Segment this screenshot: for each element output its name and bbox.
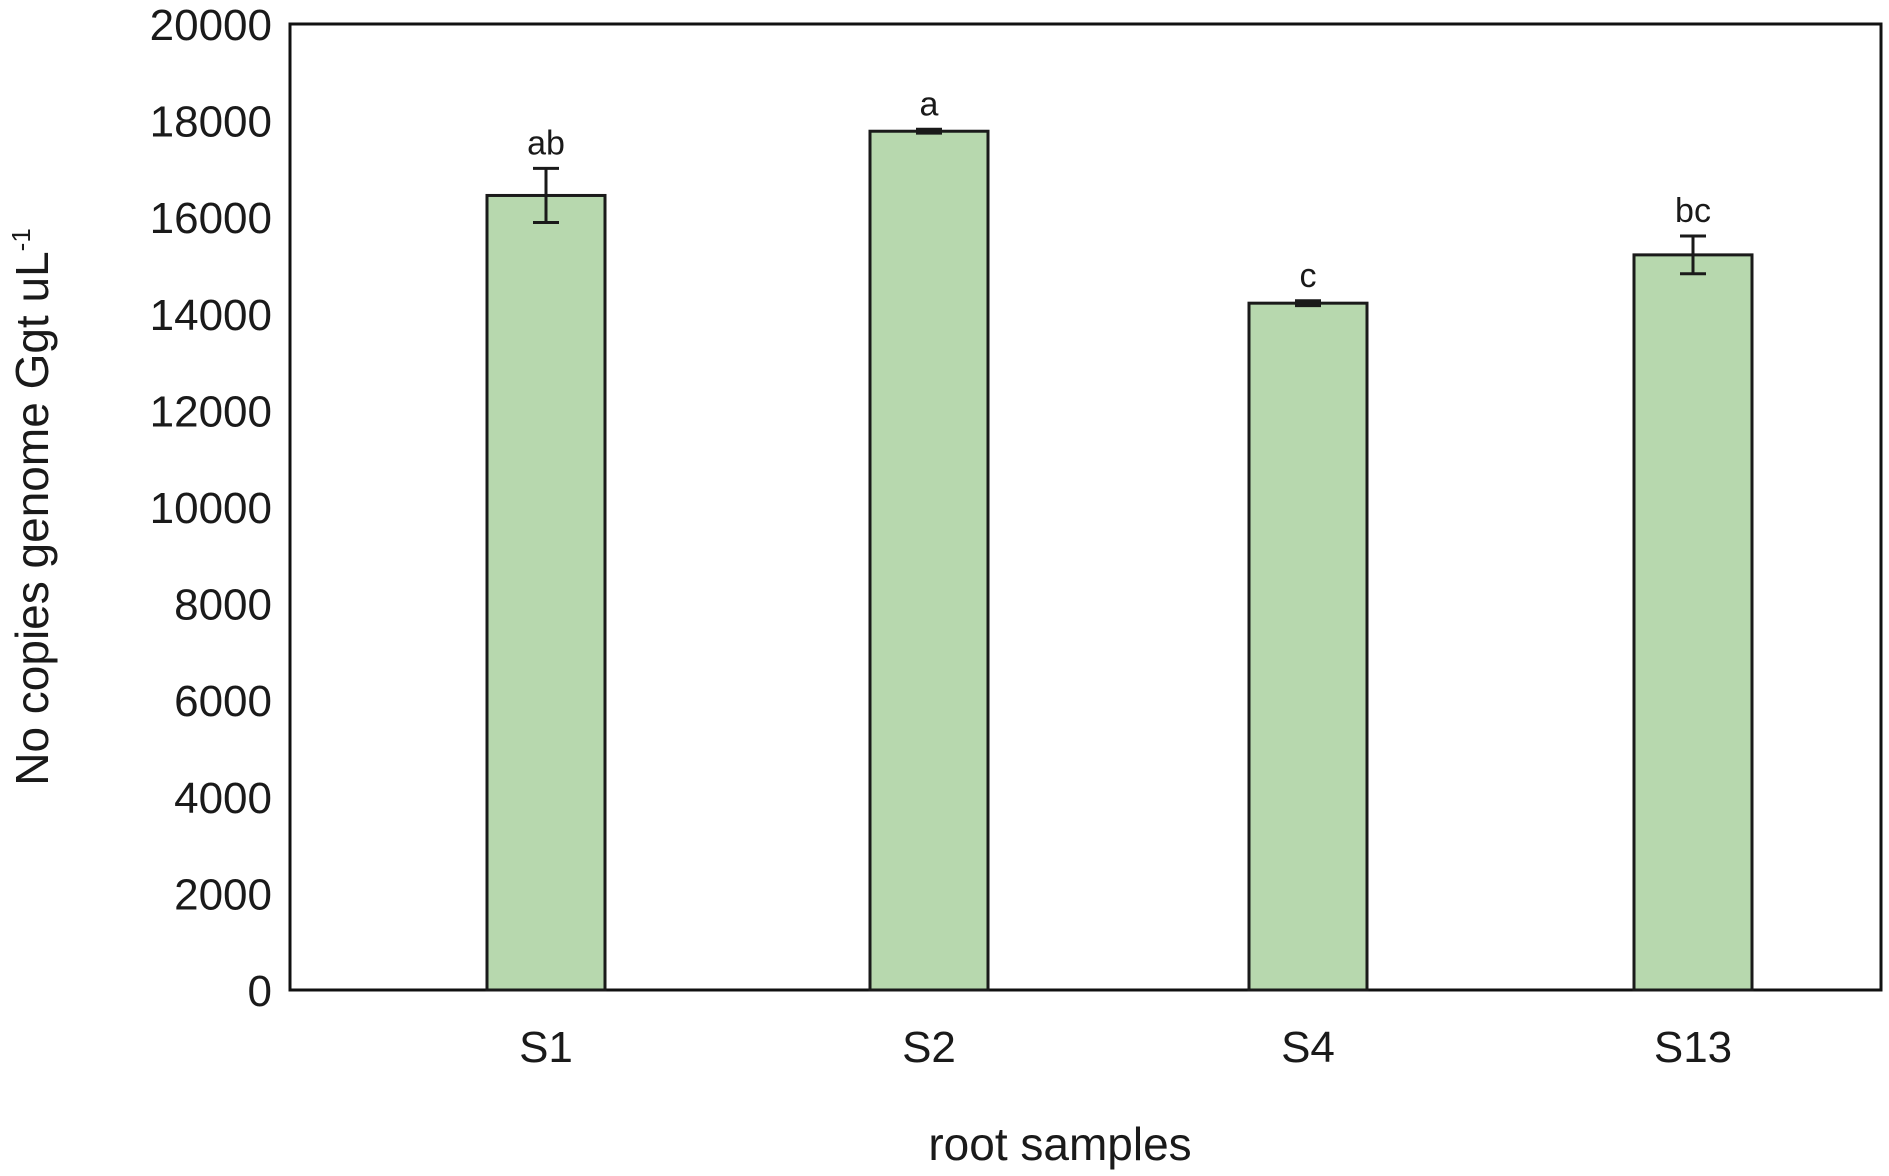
x-tick-label: S4: [1281, 1023, 1335, 1072]
y-tick-label: 0: [248, 967, 272, 1016]
bar: [868, 129, 990, 992]
bar: [1632, 253, 1754, 992]
y-axis-title: No copies genome Ggt uL-1: [6, 228, 58, 786]
bars: ab a c bc: [485, 85, 1754, 992]
y-tick-label: 20000: [150, 1, 272, 50]
y-tick-label: 10000: [150, 484, 272, 533]
x-tick-label: S13: [1654, 1023, 1732, 1072]
x-axis-title: root samples: [928, 1118, 1191, 1170]
bar: [485, 193, 607, 992]
y-axis-title-superscript: -1: [6, 228, 36, 251]
y-tick-label: 8000: [174, 581, 272, 630]
bar: [1247, 301, 1369, 992]
y-tick-label: 18000: [150, 98, 272, 147]
x-tick-label: S1: [519, 1023, 573, 1072]
y-tick-label: 6000: [174, 677, 272, 726]
y-tick-label: 2000: [174, 870, 272, 919]
y-tick-label: 16000: [150, 194, 272, 243]
significance-label: ab: [527, 124, 565, 162]
plot-frame: [288, 22, 1883, 992]
y-axis-ticks: 0 2000 4000 6000 8000 10000 12000 14000 16000 180…: [150, 1, 272, 1016]
x-axis-ticks: S1 S2 S4 S13: [519, 1023, 1732, 1072]
significance-label: bc: [1675, 192, 1711, 230]
x-tick-label: S2: [902, 1023, 956, 1072]
significance-label: c: [1300, 257, 1317, 295]
y-tick-label: 4000: [174, 774, 272, 823]
significance-label: a: [920, 85, 939, 123]
y-axis-title-main: No copies genome Ggt uL: [6, 251, 58, 785]
y-tick-label: 12000: [150, 387, 272, 436]
y-tick-label: 14000: [150, 291, 272, 340]
